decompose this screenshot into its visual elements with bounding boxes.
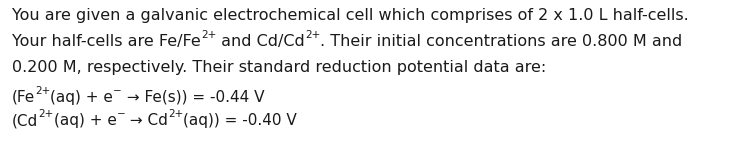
- Text: 0.200 M, respectively. Their standard reduction potential data are:: 0.200 M, respectively. Their standard re…: [12, 60, 546, 75]
- Text: Your half-cells are Fe/Fe: Your half-cells are Fe/Fe: [12, 34, 201, 49]
- Text: You are given a galvanic electrochemical cell which comprises of 2 x 1.0 L half-: You are given a galvanic electrochemical…: [12, 8, 689, 23]
- Text: 2+: 2+: [305, 30, 320, 40]
- Text: and Cd/Cd: and Cd/Cd: [216, 34, 305, 49]
- Text: −: −: [116, 109, 125, 119]
- Text: 2+: 2+: [168, 109, 183, 119]
- Text: . Their initial concentrations are 0.800 M and: . Their initial concentrations are 0.800…: [320, 34, 682, 49]
- Text: 2+: 2+: [38, 109, 53, 119]
- Text: (aq) + e: (aq) + e: [51, 90, 113, 105]
- Text: −: −: [113, 86, 122, 96]
- Text: → Cd: → Cd: [125, 113, 168, 128]
- Text: 2+: 2+: [35, 86, 51, 96]
- Text: (aq)) = -0.40 V: (aq)) = -0.40 V: [183, 113, 297, 128]
- Text: (aq) + e: (aq) + e: [53, 113, 116, 128]
- Text: (Fe: (Fe: [12, 90, 35, 105]
- Text: (Cd: (Cd: [12, 113, 38, 128]
- Text: → Fe(s)) = -0.44 V: → Fe(s)) = -0.44 V: [122, 90, 265, 105]
- Text: 2+: 2+: [201, 30, 216, 40]
